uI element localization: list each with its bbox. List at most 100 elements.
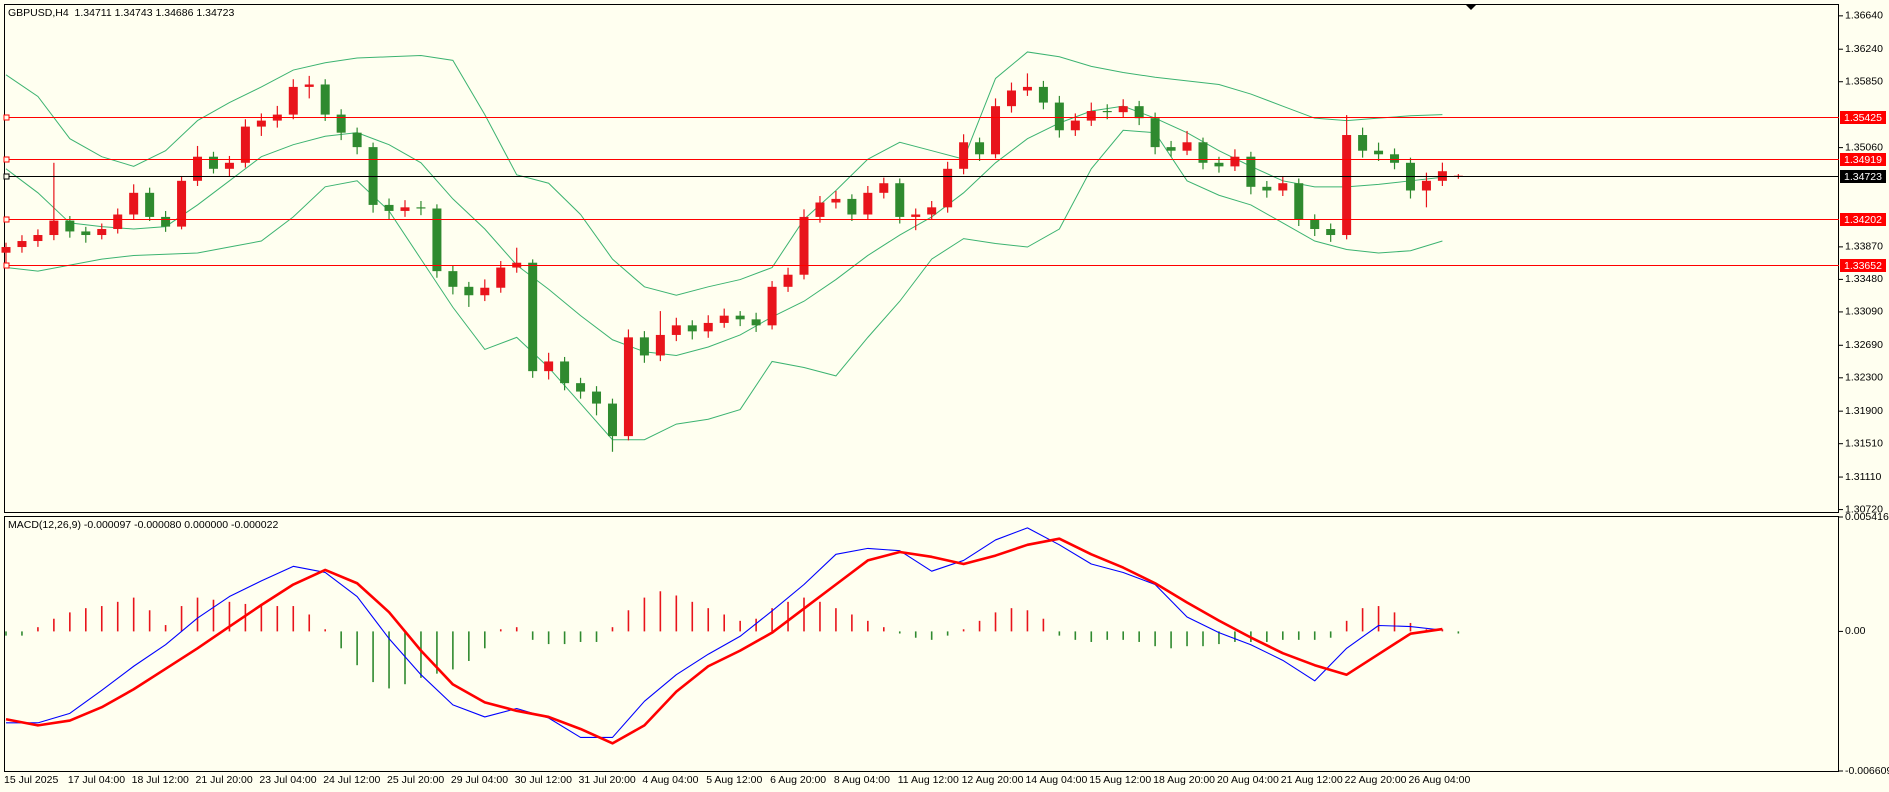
candle-body — [352, 132, 362, 148]
candle-body — [81, 231, 91, 236]
candle-body — [959, 142, 969, 169]
y-tick-label: 1.31110 — [1845, 471, 1882, 483]
price-level-tag — [1840, 153, 1886, 166]
candle-body — [448, 271, 458, 287]
candle-body — [336, 114, 346, 133]
candle-body — [208, 156, 218, 169]
x-tick-label: 5 Aug 12:00 — [706, 774, 762, 786]
candle-body — [1421, 180, 1431, 191]
y-tick-label: 1.35060 — [1845, 141, 1883, 153]
candle-body — [767, 286, 777, 326]
price-level-label: 1.34919 — [1844, 154, 1882, 166]
candle-body — [161, 216, 171, 227]
x-tick-label: 29 Jul 04:00 — [451, 774, 508, 786]
candle-body — [975, 142, 985, 155]
candle-body — [1150, 118, 1160, 148]
candle-body — [1214, 162, 1224, 167]
candle-body — [943, 168, 953, 208]
x-tick-label: 25 Jul 20:00 — [387, 774, 444, 786]
x-tick-label: 21 Aug 12:00 — [1281, 774, 1343, 786]
candle-body — [33, 235, 43, 242]
indicator-title: MACD(12,26,9) -0.000097 -0.000080 0.0000… — [8, 519, 278, 531]
candle-body — [1054, 102, 1064, 131]
candle-body — [17, 241, 27, 248]
candle-body — [65, 220, 75, 232]
x-tick-label: 26 Aug 04:00 — [1408, 774, 1470, 786]
chart-title: GBPUSD,H4 1.34711 1.34743 1.34686 1.3472… — [8, 7, 234, 19]
x-tick-label: 12 Aug 20:00 — [962, 774, 1024, 786]
candle-body — [528, 262, 538, 372]
x-tick-label: 24 Jul 12:00 — [323, 774, 380, 786]
price-level-handle — [3, 216, 10, 223]
candle-body — [927, 207, 937, 215]
candle-body — [863, 192, 873, 215]
candle-body — [496, 267, 506, 288]
plot-layer: 1.36640 1.36240 1.35850 1.35060 1.33870 1.334… — [1, 10, 1889, 786]
y-tick-label: 1.32690 — [1845, 339, 1883, 351]
candle-body — [1374, 150, 1384, 155]
candle-body — [1278, 183, 1288, 191]
macd-line — [5, 537, 1443, 745]
y-tick-label: 1.36240 — [1845, 43, 1883, 55]
candle-body — [1326, 229, 1336, 236]
price-level-label: 1.33652 — [1844, 260, 1882, 272]
y-tick-label: 1.32300 — [1845, 372, 1883, 384]
candle-body — [751, 319, 761, 326]
y-tick-label: 1.33870 — [1845, 241, 1883, 253]
x-tick-label: 6 Aug 20:00 — [770, 774, 826, 786]
x-tick-label: 15 Jul 2025 — [4, 774, 58, 786]
candle-body — [1310, 219, 1320, 230]
candle-body — [256, 120, 266, 127]
y-tick-label: 0.005416 — [1845, 511, 1889, 523]
y-tick-label: 1.31510 — [1845, 437, 1883, 449]
candle-body — [304, 84, 314, 87]
x-tick-label: 8 Aug 04:00 — [834, 774, 890, 786]
candle-body — [544, 361, 554, 372]
x-tick-label: 17 Jul 04:00 — [68, 774, 125, 786]
price-level-handle — [3, 156, 10, 163]
candle-body — [1070, 120, 1080, 131]
candle-body — [320, 84, 330, 115]
x-tick-label: 21 Jul 20:00 — [196, 774, 253, 786]
candle-body — [735, 315, 745, 320]
candle-body — [671, 325, 681, 335]
y-tick-label: 1.33480 — [1845, 273, 1883, 285]
candle-body — [592, 391, 602, 404]
price-level-tag — [1840, 170, 1886, 183]
candle-body — [1230, 156, 1240, 167]
candle-body — [623, 337, 633, 437]
y-tick-label: 1.30720 — [1845, 503, 1883, 515]
candle-body — [384, 204, 394, 211]
candle-body — [639, 337, 649, 356]
candle-body — [240, 126, 250, 163]
candle-body — [655, 334, 665, 356]
candle-body — [480, 287, 490, 296]
price-level-tag — [1840, 259, 1886, 272]
candle-body — [847, 198, 857, 215]
macd-panel — [4, 516, 1839, 772]
y-tick-label: 1.31900 — [1845, 405, 1883, 417]
candle-body — [1198, 142, 1208, 163]
candle-body — [1390, 154, 1400, 163]
candle-body — [783, 274, 793, 287]
x-tick-label: 18 Jul 12:00 — [132, 774, 189, 786]
x-tick-label: 14 Aug 04:00 — [1025, 774, 1087, 786]
candle-body — [1262, 186, 1272, 191]
price-level-label: 1.34202 — [1844, 214, 1882, 226]
price-level-handle — [3, 173, 10, 180]
candle-body — [1134, 106, 1144, 119]
macd-line — [6, 527, 1443, 738]
candle-body — [129, 192, 139, 215]
x-tick-label: 18 Aug 20:00 — [1153, 774, 1215, 786]
candle-body — [991, 106, 1001, 155]
candle-body — [1086, 111, 1096, 121]
candle-body — [1182, 142, 1192, 151]
candle-body — [1246, 156, 1256, 187]
price-level-label: 1.35425 — [1844, 112, 1882, 124]
candle-body — [1294, 183, 1304, 220]
candle-body — [288, 86, 298, 115]
candle-body — [815, 202, 825, 217]
candle-body — [464, 286, 474, 296]
